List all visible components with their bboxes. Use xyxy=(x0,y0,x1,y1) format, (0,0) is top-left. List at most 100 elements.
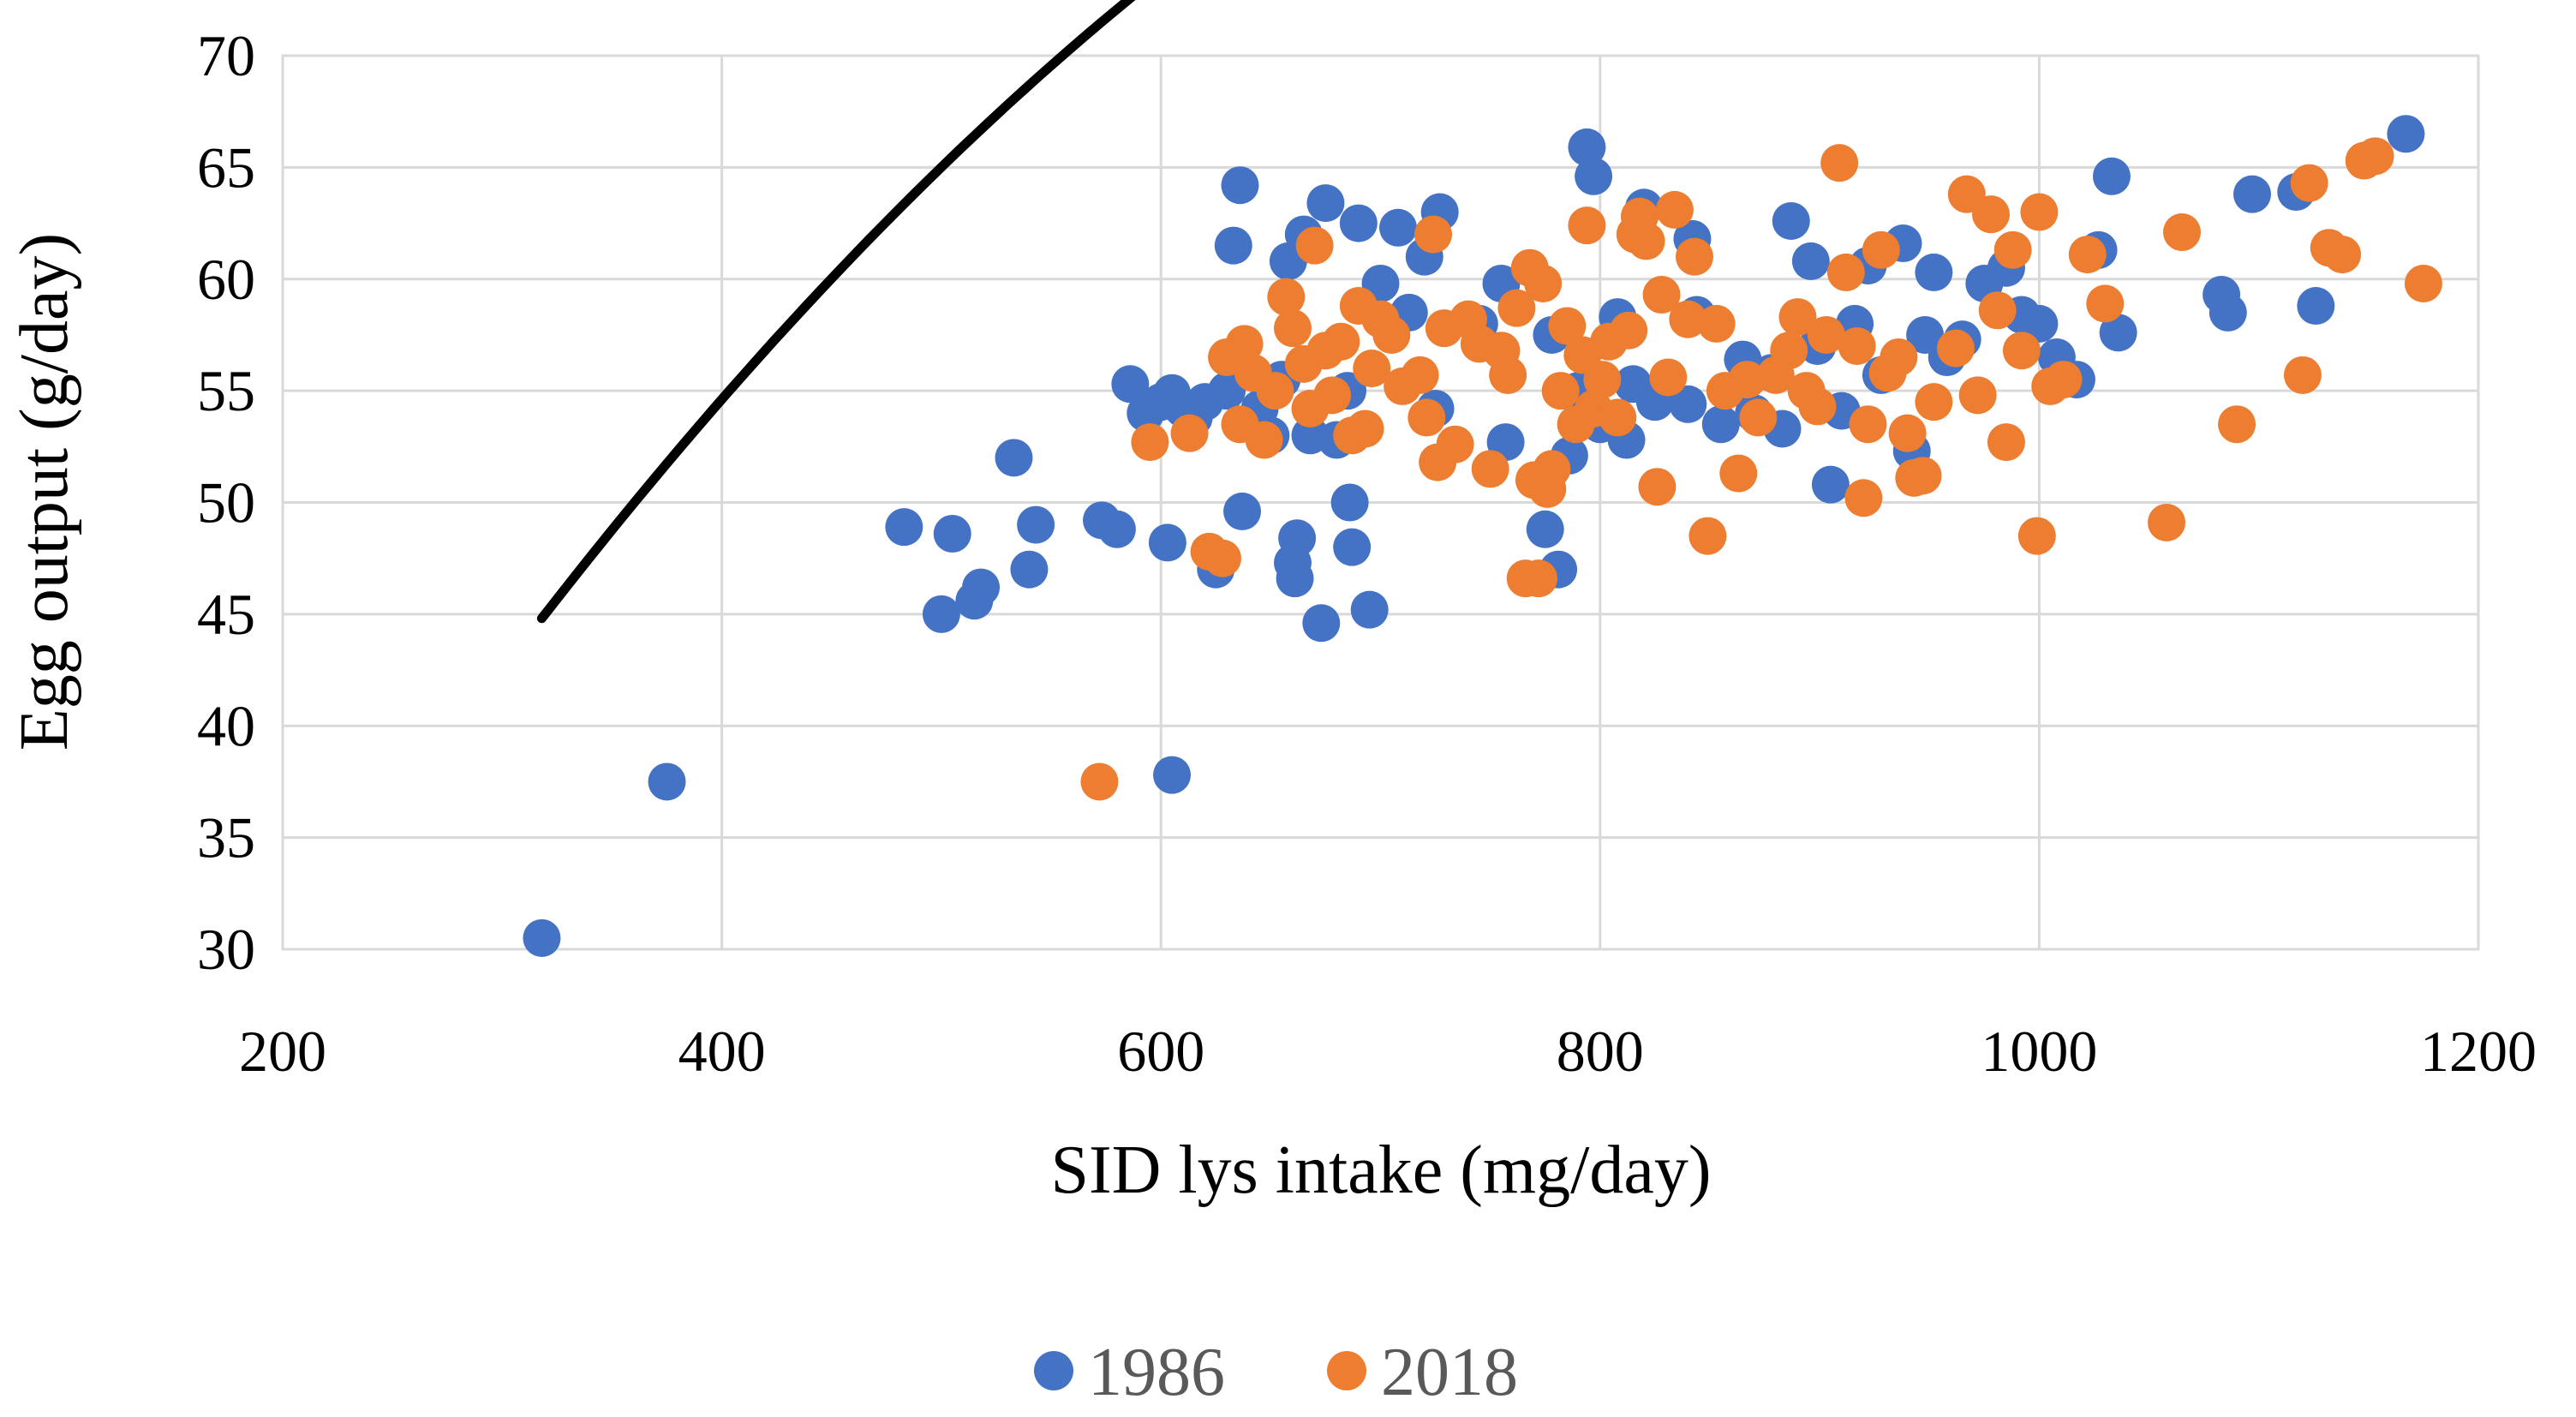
data-point-2018 xyxy=(2218,405,2256,444)
data-point-2018 xyxy=(1256,372,1294,410)
data-point-1986 xyxy=(1379,208,1418,247)
data-point-2018 xyxy=(2020,193,2059,231)
data-point-2018 xyxy=(2002,332,2041,370)
x-tick-label-200: 200 xyxy=(239,1019,326,1084)
data-point-2018 xyxy=(1820,144,1859,182)
y-tick-label-55: 55 xyxy=(197,358,255,423)
data-point-1986 xyxy=(1278,519,1317,558)
data-point-1986 xyxy=(1526,510,1564,548)
data-point-1986 xyxy=(1568,128,1606,166)
data-point-2018 xyxy=(2356,137,2394,176)
data-point-2018 xyxy=(1642,276,1681,314)
data-point-2018 xyxy=(1904,457,1942,495)
y-axis-tick-labels: 30 35 40 45 50 55 60 65 70 xyxy=(197,23,255,982)
data-point-1986 xyxy=(1153,756,1192,794)
data-point-2018 xyxy=(2017,517,2056,555)
y-tick-label-50: 50 xyxy=(197,470,255,535)
data-point-2018 xyxy=(1888,414,1927,452)
data-point-2018 xyxy=(1638,468,1676,506)
data-point-2018 xyxy=(1313,376,1352,415)
data-point-2018 xyxy=(1807,315,1845,354)
data-point-1986 xyxy=(2233,175,2272,213)
data-point-2018 xyxy=(1541,372,1580,410)
data-point-2018 xyxy=(1958,376,1997,415)
data-point-2018 xyxy=(1849,405,1887,444)
y-axis-title: Egg output (g/day) xyxy=(7,233,82,750)
data-point-2018 xyxy=(1273,309,1312,348)
data-point-1986 xyxy=(2387,115,2425,153)
data-point-2018 xyxy=(1993,230,2032,269)
legend-marker-2018 xyxy=(1327,1351,1366,1390)
data-point-1986 xyxy=(995,439,1033,477)
data-point-1986 xyxy=(1111,365,1150,404)
x-tick-label-1000: 1000 xyxy=(1981,1019,2097,1084)
x-tick-label-800: 800 xyxy=(1557,1019,1644,1084)
y-tick-label-70: 70 xyxy=(197,23,255,88)
data-point-2018 xyxy=(2283,356,2322,394)
data-point-1986 xyxy=(1306,184,1345,223)
data-point-2018 xyxy=(1372,315,1411,354)
x-axis-tick-labels: 200 400 600 800 1000 1200 xyxy=(239,1019,2537,1084)
data-point-2018 xyxy=(2162,212,2201,251)
data-point-2018 xyxy=(1346,410,1384,448)
data-point-1986 xyxy=(2208,293,2247,332)
y-tick-label-35: 35 xyxy=(197,805,255,870)
y-tick-label-30: 30 xyxy=(197,917,255,982)
data-point-2018 xyxy=(1533,450,1571,488)
y-tick-label-45: 45 xyxy=(197,582,255,647)
data-point-1986 xyxy=(2099,314,2137,352)
data-point-2018 xyxy=(1203,539,1241,577)
y-tick-label-65: 65 xyxy=(197,135,255,200)
data-point-1986 xyxy=(1097,510,1136,548)
data-point-2018 xyxy=(1520,559,1558,598)
data-point-1986 xyxy=(1214,226,1252,265)
data-point-2018 xyxy=(1225,325,1264,363)
data-point-2018 xyxy=(2323,236,2362,274)
data-point-2018 xyxy=(1728,361,1766,399)
data-point-1986 xyxy=(523,918,561,957)
data-point-1986 xyxy=(648,762,686,801)
data-point-2018 xyxy=(1497,289,1536,327)
data-point-2018 xyxy=(1170,414,1209,452)
data-point-1986 xyxy=(2020,304,2059,343)
data-point-2018 xyxy=(1610,311,1648,350)
data-point-1986 xyxy=(1302,604,1341,643)
data-point-2018 xyxy=(1669,300,1707,338)
data-point-2018 xyxy=(1987,423,2025,462)
data-point-1986 xyxy=(1223,492,1262,530)
data-point-2018 xyxy=(1568,206,1606,245)
data-point-1986 xyxy=(1791,242,1830,280)
data-point-1986 xyxy=(1811,465,1850,504)
data-point-2018 xyxy=(1548,307,1587,345)
data-point-2018 xyxy=(1915,383,1953,422)
data-point-1986 xyxy=(1208,372,1246,410)
x-axis-title: SID lys intake (mg/day) xyxy=(1051,1133,1712,1208)
trendline xyxy=(536,0,1136,624)
legend-marker-1986 xyxy=(1034,1351,1073,1390)
series-2018-points xyxy=(1080,137,2442,801)
data-point-2018 xyxy=(1978,291,2017,330)
data-point-1986 xyxy=(1339,204,1378,242)
data-point-1986 xyxy=(1701,405,1740,444)
data-point-1986 xyxy=(1772,201,1810,240)
data-point-2018 xyxy=(1080,762,1119,801)
data-point-1986 xyxy=(1669,385,1707,423)
y-tick-label-60: 60 xyxy=(197,247,255,312)
data-point-2018 xyxy=(1844,479,1883,517)
data-point-2018 xyxy=(1353,350,1391,388)
data-point-2018 xyxy=(1826,253,1865,291)
data-point-1986 xyxy=(1017,505,1055,544)
data-point-2018 xyxy=(1770,332,1808,370)
data-point-2018 xyxy=(2404,264,2442,302)
data-point-2018 xyxy=(1599,398,1637,437)
data-point-1986 xyxy=(1333,528,1372,566)
legend-label-1986: 1986 xyxy=(1088,1335,1225,1410)
data-point-2018 xyxy=(1688,517,1727,555)
data-point-2018 xyxy=(2290,164,2328,202)
data-point-2018 xyxy=(1408,398,1446,437)
data-point-2018 xyxy=(1627,222,1665,260)
x-tick-label-600: 600 xyxy=(1117,1019,1204,1084)
data-point-2018 xyxy=(1937,329,1975,368)
data-point-2018 xyxy=(1697,304,1736,343)
